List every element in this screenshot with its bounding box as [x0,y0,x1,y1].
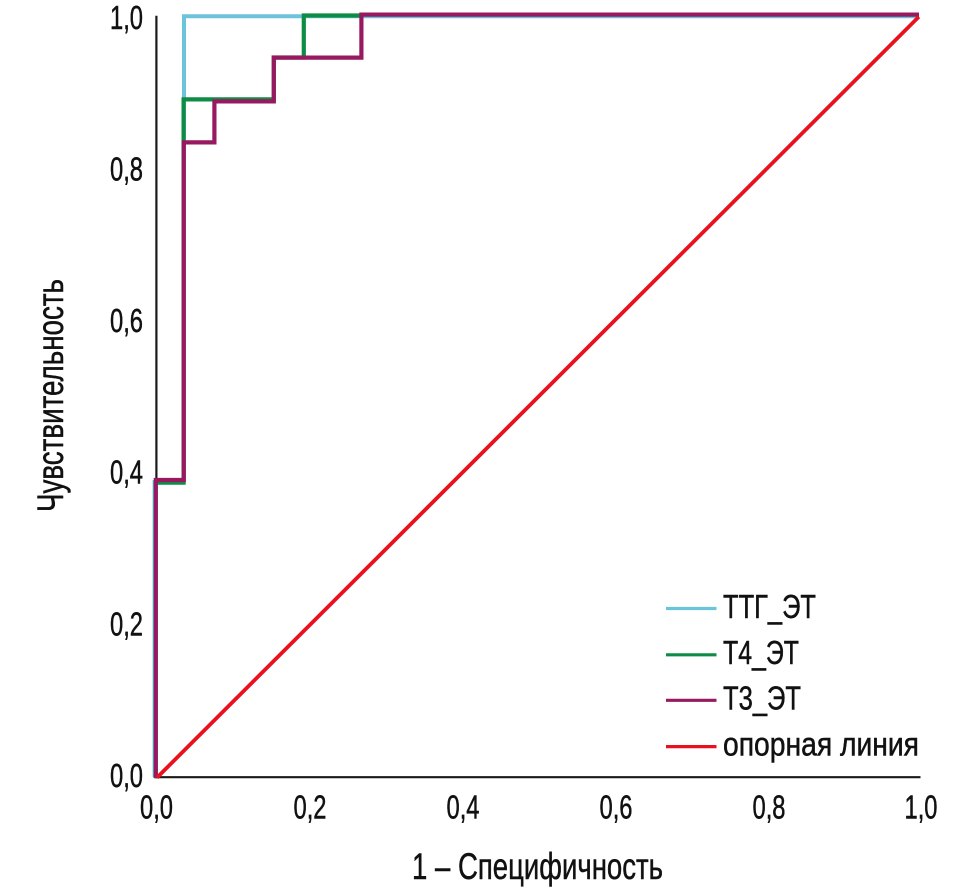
svg-text:Чувствительность: Чувствительность [29,279,71,512]
svg-text:Т3_ЭТ: Т3_ЭТ [723,680,801,717]
svg-text:ТТГ_ЭТ: ТТГ_ЭТ [723,588,816,625]
svg-text:1,0: 1,0 [905,789,938,826]
svg-text:0,2: 0,2 [294,789,327,826]
svg-text:0,4: 0,4 [447,789,480,826]
svg-text:0,8: 0,8 [110,151,143,188]
svg-text:0,0: 0,0 [140,789,173,826]
svg-text:0,2: 0,2 [110,605,143,642]
svg-text:0,4: 0,4 [110,454,143,491]
svg-text:0,6: 0,6 [600,789,633,826]
svg-text:Т4_ЭТ: Т4_ЭТ [723,634,799,671]
svg-text:0,6: 0,6 [110,302,143,339]
svg-text:опорная линия: опорная линия [723,725,919,762]
svg-text:0,8: 0,8 [753,789,786,826]
svg-text:1 – Специфичность: 1 – Специфичность [412,845,663,887]
svg-text:1,0: 1,0 [110,0,143,36]
svg-text:0,0: 0,0 [110,757,143,794]
